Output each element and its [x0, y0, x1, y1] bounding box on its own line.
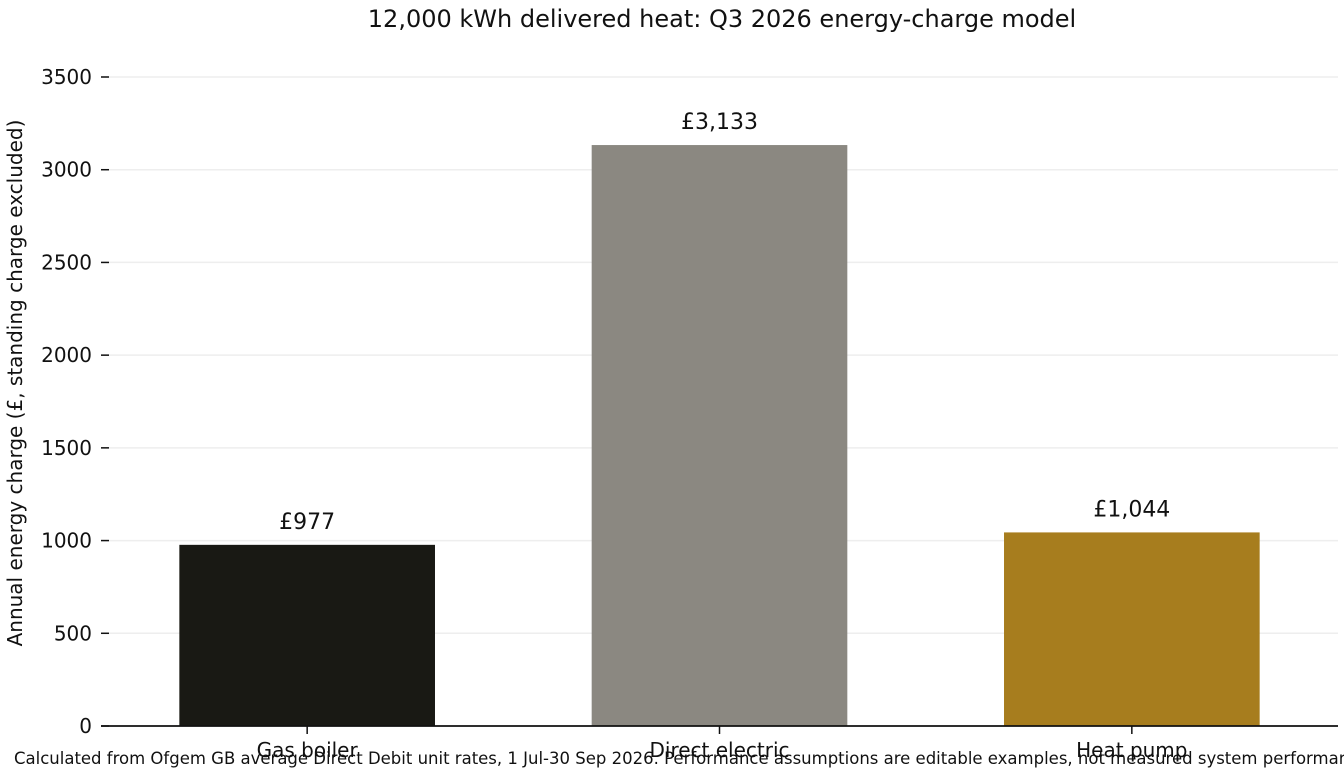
bar-heat-pump [1004, 532, 1260, 726]
x-tick-label: Direct electric [649, 738, 789, 762]
bars [179, 145, 1260, 726]
bar-data-label: £1,044 [1093, 497, 1170, 522]
y-tick-label: 0 [79, 714, 92, 738]
y-tick-label: 500 [54, 621, 92, 645]
y-tick-label: 3500 [41, 65, 92, 89]
y-tick-label: 2500 [41, 250, 92, 274]
y-tick-label: 1500 [41, 436, 92, 460]
y-axis-label: Annual energy charge (£, standing charge… [3, 120, 27, 647]
chart-title: 12,000 kWh delivered heat: Q3 2026 energ… [368, 5, 1076, 33]
bar-data-label: £977 [279, 510, 335, 535]
y-tick-label: 2000 [41, 343, 92, 367]
chart-footnote: Calculated from Ofgem GB average Direct … [14, 749, 1344, 768]
x-axis-ticks: Gas boiler Direct electric Heat pump [257, 726, 1188, 762]
y-tick-label: 1000 [41, 529, 92, 553]
y-axis-ticks: 0 500 1000 1500 2000 2500 3000 3500 [41, 65, 109, 738]
bar-data-label: £3,133 [681, 110, 758, 135]
x-tick-label: Gas boiler [257, 738, 359, 762]
bar-direct-electric [591, 145, 848, 726]
y-tick-label: 3000 [41, 158, 92, 182]
data-labels: £977 £3,133 £1,044 [279, 110, 1170, 535]
bar-gas-boiler [179, 544, 435, 726]
x-tick-label: Heat pump [1076, 738, 1187, 762]
